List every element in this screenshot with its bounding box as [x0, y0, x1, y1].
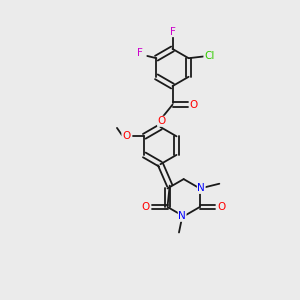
- Text: N: N: [178, 211, 186, 221]
- Text: O: O: [217, 202, 225, 212]
- Text: Cl: Cl: [204, 51, 214, 61]
- Text: O: O: [141, 202, 149, 212]
- Text: N: N: [197, 183, 205, 194]
- Text: F: F: [169, 27, 175, 37]
- Text: O: O: [122, 131, 130, 141]
- Text: F: F: [137, 48, 143, 58]
- Text: O: O: [158, 116, 166, 126]
- Text: O: O: [190, 100, 198, 110]
